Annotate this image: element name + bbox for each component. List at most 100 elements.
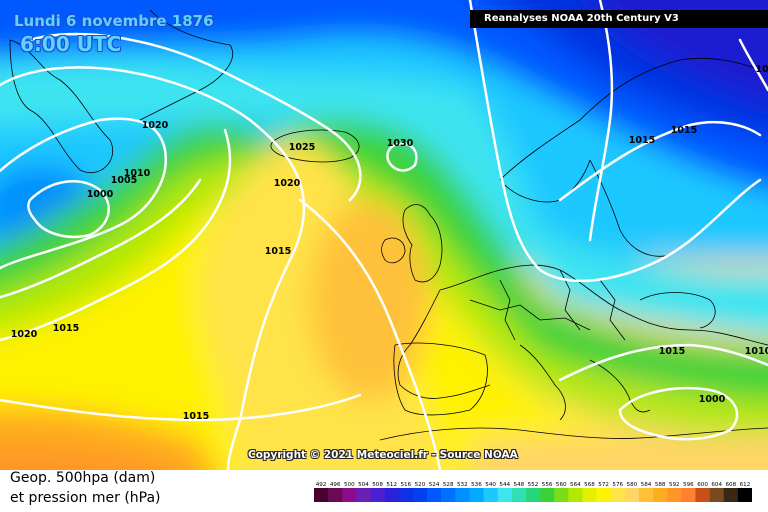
color-scale-label: 500 xyxy=(344,482,355,488)
isobar-label: 1000 xyxy=(699,394,726,405)
isobar-1015-scand xyxy=(558,121,762,202)
color-scale-swatch xyxy=(469,488,484,502)
legend-line-2: et pression mer (hPa) xyxy=(10,490,161,506)
color-scale-swatch xyxy=(540,488,555,502)
color-scale-swatch xyxy=(723,488,739,502)
color-scale-swatch xyxy=(653,488,668,502)
source-banner: Reanalyses NOAA 20th Century V3 xyxy=(470,10,768,28)
color-scale-label: 536 xyxy=(471,482,482,488)
color-scale-label: 556 xyxy=(542,482,553,488)
color-scale-swatch xyxy=(667,488,682,502)
time-header: 6:00 UTC xyxy=(20,32,122,56)
color-scale-label: 564 xyxy=(570,482,581,488)
color-scale-swatch xyxy=(554,488,569,502)
color-scale-label: 492 xyxy=(316,482,327,488)
color-scale-swatch xyxy=(342,488,357,502)
isobar-label: 1010 xyxy=(745,346,768,357)
isobar-1020-ridge xyxy=(298,198,442,470)
color-scale-label: 592 xyxy=(669,482,680,488)
color-scale-label: 604 xyxy=(711,482,722,488)
color-scale-labels: 492 496 500 504 508 512 516 520 524 528 532 536 540 5… xyxy=(316,482,751,488)
color-scale-label: 576 xyxy=(612,482,623,488)
iceland-coast xyxy=(270,129,360,163)
isobar-1030 xyxy=(386,142,418,172)
color-scale-swatch xyxy=(709,488,725,502)
isobar-label: 10 xyxy=(755,64,768,75)
color-scale-label: 568 xyxy=(584,482,595,488)
color-scale-label: 520 xyxy=(415,482,426,488)
color-scale-swatches xyxy=(314,488,752,502)
color-scale-label: 540 xyxy=(485,482,496,488)
isobar-label: 1015 xyxy=(265,246,291,257)
iberia-coast xyxy=(393,342,488,416)
color-scale-swatch xyxy=(610,488,626,502)
coastlines xyxy=(9,9,768,441)
color-scale-swatch xyxy=(370,488,385,502)
color-scale-label: 524 xyxy=(429,482,440,488)
isobar-label: 1005 xyxy=(111,175,137,186)
color-scale-swatch xyxy=(681,488,696,502)
isobar-label: 1010 xyxy=(124,168,151,179)
isobar-label: 1020 xyxy=(274,178,301,189)
color-scale-label: 544 xyxy=(499,482,510,488)
isobar-label: 1020 xyxy=(11,329,38,340)
color-scale-swatch xyxy=(695,488,710,502)
isobar-1020-west xyxy=(0,66,306,470)
color-scale-swatch xyxy=(638,488,654,502)
color-scale-label: 504 xyxy=(358,482,369,488)
isobar-1015-east xyxy=(468,0,762,283)
color-scale: 492 496 500 504 508 512 516 520 524 528 532 536 540 5… xyxy=(314,482,752,502)
isobar-1000-med xyxy=(618,386,739,441)
color-scale-label: 580 xyxy=(627,482,638,488)
color-scale-label: 532 xyxy=(457,482,468,488)
color-scale-swatch xyxy=(314,488,329,502)
color-scale-label: 596 xyxy=(683,482,694,488)
isobar-label: 1020 xyxy=(142,120,169,131)
isobar-label: 1015 xyxy=(183,411,209,422)
color-scale-swatch xyxy=(582,488,597,502)
color-scale-label: 508 xyxy=(372,482,383,488)
isobar-label: 1025 xyxy=(289,142,315,153)
ireland-coast xyxy=(381,237,406,264)
color-scale-swatch xyxy=(412,488,428,502)
color-scale-swatch xyxy=(483,488,498,502)
isobar-label: 1015 xyxy=(671,125,697,136)
color-scale-label: 548 xyxy=(514,482,525,488)
color-scale-label: 560 xyxy=(556,482,567,488)
isobar-label: 1015 xyxy=(659,346,685,357)
isobar-1010 xyxy=(0,117,168,270)
color-scale-swatch xyxy=(441,488,456,502)
weather-map: 1020 1010 1005 1000 1025 1030 1020 1015 1015 1020… xyxy=(0,0,768,470)
date-header: Lundi 6 novembre 1876 xyxy=(14,12,214,30)
color-scale-label: 588 xyxy=(655,482,666,488)
isobar-1025 xyxy=(28,32,362,202)
color-scale-swatch xyxy=(356,488,371,502)
footer: Geop. 500hpa (dam) et pression mer (hPa)… xyxy=(0,470,768,512)
greenland-coast xyxy=(9,39,113,173)
color-scale-label: 600 xyxy=(697,482,708,488)
isobar-1000 xyxy=(27,180,110,239)
geopotential-field xyxy=(0,0,768,470)
color-scale-swatch xyxy=(427,488,442,502)
isobar-label: 1015 xyxy=(53,323,79,334)
color-scale-label: 608 xyxy=(725,482,736,488)
isobar-1010-north xyxy=(588,0,614,242)
color-scale-swatch xyxy=(525,488,541,502)
isobar-ne xyxy=(738,38,768,92)
color-scale-swatch xyxy=(398,488,414,502)
color-scale-label: 572 xyxy=(598,482,609,488)
color-scale-swatch xyxy=(511,488,527,502)
isobar-1015-med xyxy=(558,343,768,382)
color-scale-label: 516 xyxy=(400,482,411,488)
color-scale-swatch xyxy=(624,488,640,502)
color-scale-swatch xyxy=(455,488,470,502)
isobar-label: 1015 xyxy=(629,135,655,146)
color-scale-swatch xyxy=(737,488,752,502)
isobars xyxy=(0,0,768,470)
britain-coast xyxy=(402,204,443,283)
color-scale-swatch xyxy=(596,488,612,502)
color-scale-label: 552 xyxy=(528,482,539,488)
